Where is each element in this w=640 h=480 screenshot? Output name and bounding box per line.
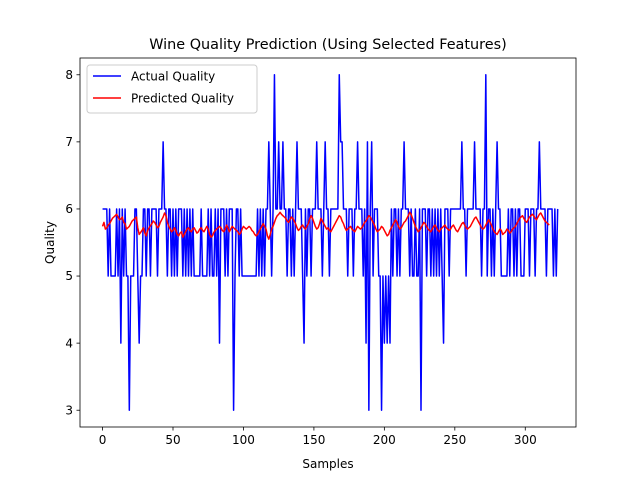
- y-axis: 3 4 5 6 7 8: [65, 68, 80, 417]
- y-axis-label: Quality: [43, 221, 57, 264]
- legend-label-predicted: Predicted Quality: [131, 92, 234, 106]
- plot-area: [79, 57, 577, 428]
- series-line-actual-quality: [102, 74, 559, 411]
- chart-title: Wine Quality Prediction (Using Selected …: [149, 37, 506, 53]
- x-tick-label: 0: [99, 433, 107, 447]
- y-tick-label: 4: [65, 336, 73, 350]
- x-tick-label: 50: [165, 433, 180, 447]
- legend: Actual Quality Predicted Quality: [86, 64, 258, 114]
- y-tick-label: 5: [65, 269, 73, 283]
- legend-box: [86, 64, 258, 114]
- axes-frame: [79, 57, 577, 428]
- x-tick-label: 150: [302, 433, 325, 447]
- legend-label-actual: Actual Quality: [131, 70, 215, 84]
- x-tick-label: 300: [514, 433, 537, 447]
- series-line-predicted-quality: [101, 211, 550, 240]
- y-tick-label: 7: [65, 135, 73, 149]
- x-tick-label: 200: [373, 433, 396, 447]
- x-axis: 0 50 100 150 200 250 300: [99, 427, 537, 447]
- y-tick-label: 6: [65, 202, 73, 216]
- x-axis-label: Samples: [302, 457, 353, 471]
- series-layer: [101, 74, 559, 411]
- x-tick-label: 250: [443, 433, 466, 447]
- y-tick-label: 8: [65, 68, 73, 82]
- y-tick-label: 3: [65, 403, 73, 417]
- x-tick-label: 100: [232, 433, 255, 447]
